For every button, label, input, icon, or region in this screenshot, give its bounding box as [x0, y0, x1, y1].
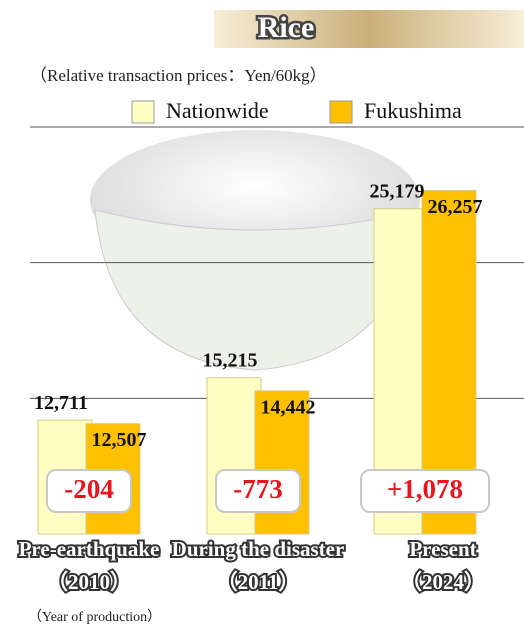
legend-swatch	[131, 100, 155, 124]
difference-box	[46, 469, 132, 513]
legend-swatch	[329, 100, 353, 124]
bowl	[90, 130, 421, 371]
data-label: 26,257	[428, 196, 483, 218]
data-label: 15,215	[203, 349, 258, 371]
data-label: 25,179	[370, 180, 425, 202]
x-tick-label: During the disaster	[172, 537, 345, 561]
chart-title: Rice	[258, 11, 315, 44]
data-label: 12,711	[34, 392, 88, 414]
data-label: 14,442	[261, 396, 316, 418]
x-tick-label: Pre-earthquake	[19, 537, 160, 561]
difference-label: -773	[233, 474, 283, 504]
legend-label: Fukushima	[364, 98, 462, 123]
x-tick-label: Present	[409, 537, 476, 561]
data-label: 12,507	[92, 429, 147, 451]
difference-label: +1,078	[387, 474, 463, 504]
bowl-body	[94, 209, 421, 371]
difference-label: -204	[64, 474, 114, 504]
difference-box	[360, 469, 490, 513]
x-tick-year: （2011）	[217, 570, 300, 594]
x-tick-year: （2010）	[47, 570, 131, 594]
x-tick-year: （2024）	[401, 570, 485, 594]
difference-box	[215, 469, 301, 513]
note: （Year of production）	[28, 609, 161, 625]
legend-label: Nationwide	[166, 98, 269, 123]
title-band	[214, 10, 524, 48]
subtitle: （Relative transaction prices：Yen/60kg）	[30, 66, 327, 85]
